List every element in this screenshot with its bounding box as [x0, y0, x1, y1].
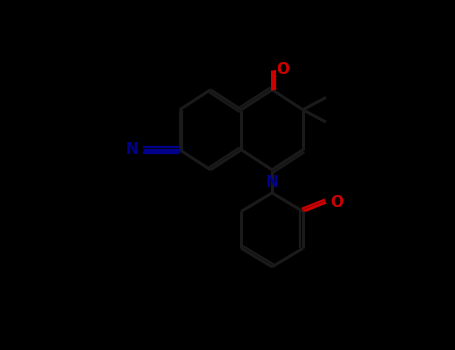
- Text: N: N: [266, 175, 278, 190]
- Text: O: O: [276, 62, 289, 77]
- Text: N: N: [125, 142, 138, 157]
- Text: O: O: [330, 195, 343, 210]
